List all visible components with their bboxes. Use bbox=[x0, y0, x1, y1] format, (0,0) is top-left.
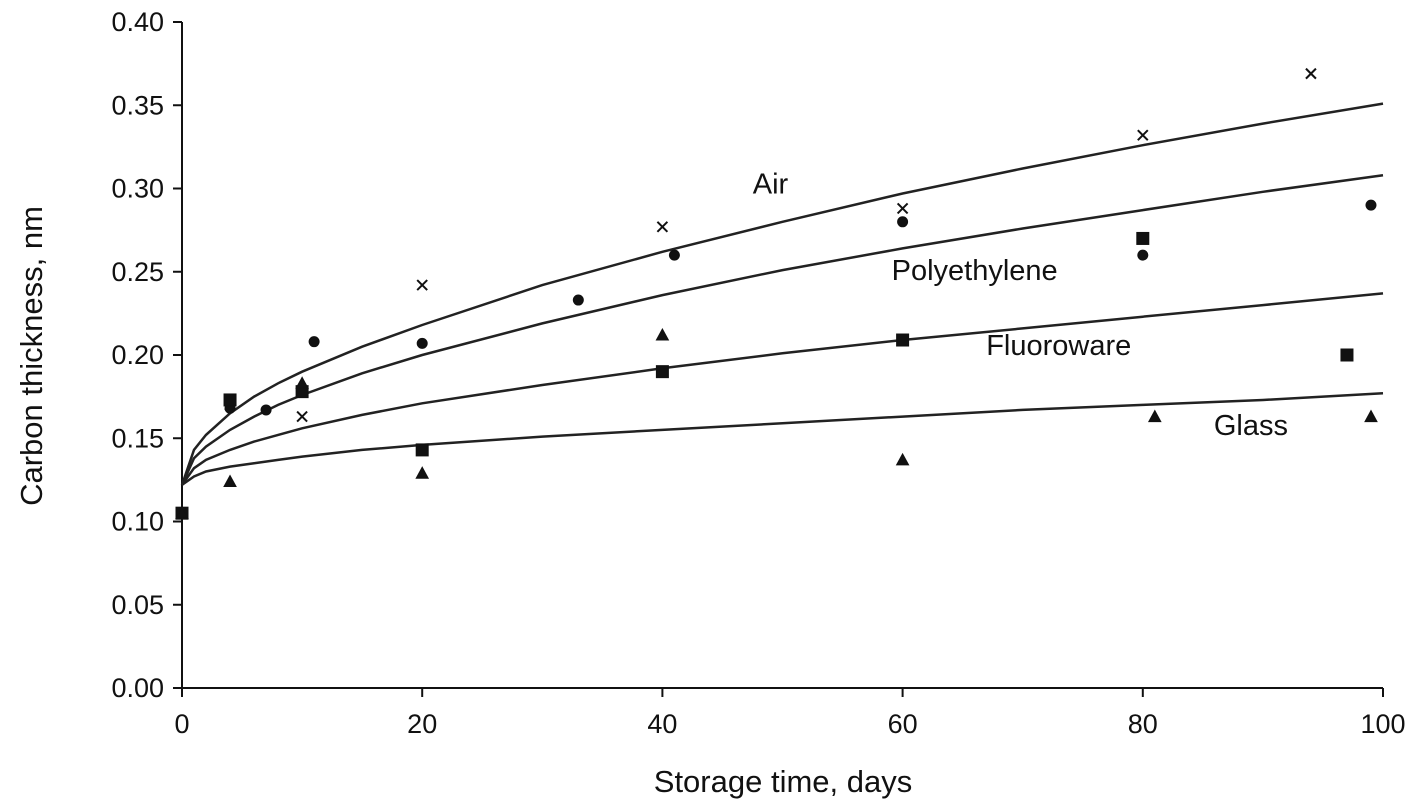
point-fluoroware-5 bbox=[896, 333, 910, 347]
point-polyethylene-7 bbox=[897, 216, 909, 228]
y-tick-label-0: 0.00 bbox=[111, 673, 164, 703]
point-polyethylene-5 bbox=[572, 294, 584, 306]
curve-labels: Air Polyethylene Fluoroware Glass bbox=[753, 168, 1288, 441]
point-glass-4 bbox=[655, 327, 670, 341]
point-polyethylene-4 bbox=[416, 337, 428, 349]
axes bbox=[181, 22, 1383, 689]
x-tick-label-4: 80 bbox=[1128, 709, 1158, 739]
point-air-3 bbox=[416, 279, 428, 291]
y-tick-label-1: 0.05 bbox=[111, 590, 164, 620]
x-tick-label-5: 100 bbox=[1360, 709, 1405, 739]
point-polyethylene-8 bbox=[1137, 249, 1149, 261]
point-fluoroware-7 bbox=[1340, 348, 1354, 362]
point-glass-3 bbox=[415, 466, 430, 479]
x-tick-label-1: 20 bbox=[407, 709, 437, 739]
point-fluoroware-3 bbox=[415, 443, 429, 457]
x-tick-label-2: 40 bbox=[647, 709, 677, 739]
y-tick-label-4: 0.20 bbox=[111, 340, 164, 370]
curve-label-air: Air bbox=[753, 168, 789, 200]
fit-curve-glass bbox=[181, 392, 1384, 486]
x-tick-label-3: 60 bbox=[888, 709, 918, 739]
point-air-2 bbox=[296, 410, 308, 423]
point-glass-6 bbox=[1147, 409, 1162, 423]
y-tick-label-5: 0.25 bbox=[111, 257, 164, 287]
y-tick-label-6: 0.30 bbox=[111, 174, 164, 204]
y-axis-title: Carbon thickness, nm bbox=[14, 206, 49, 506]
curve-label-polyethylene: Polyethylene bbox=[892, 255, 1058, 287]
y-tick-label-8: 0.40 bbox=[111, 7, 164, 37]
y-tick-label-3: 0.15 bbox=[111, 423, 164, 453]
fit-curve-air bbox=[180, 102, 1384, 486]
point-air-6 bbox=[1137, 129, 1149, 141]
point-air-7 bbox=[1305, 67, 1317, 80]
point-air-4 bbox=[656, 221, 669, 233]
point-polyethylene-2 bbox=[260, 404, 272, 416]
point-glass-0 bbox=[175, 506, 189, 519]
fit-curves bbox=[180, 102, 1384, 486]
fit-curve-polyethylene bbox=[180, 173, 1384, 486]
point-fluoroware-4 bbox=[655, 365, 669, 379]
x-tick-label-0: 0 bbox=[174, 709, 189, 739]
point-fluoroware-6 bbox=[1136, 231, 1150, 245]
data-points bbox=[175, 67, 1378, 520]
x-axis-title: Storage time, days bbox=[654, 764, 912, 799]
point-fluoroware-1 bbox=[223, 393, 237, 407]
point-glass-2 bbox=[295, 376, 309, 389]
point-air-5 bbox=[896, 202, 909, 215]
point-polyethylene-3 bbox=[308, 336, 320, 348]
point-glass-1 bbox=[223, 474, 237, 488]
y-tick-label-2: 0.10 bbox=[111, 507, 164, 537]
point-glass-5 bbox=[895, 452, 910, 466]
ticks: 0 20 40 60 80 100 0.00 0.05 0.10 0.15 0.20 0.25 0.30… bbox=[111, 7, 1405, 739]
point-glass-7 bbox=[1364, 409, 1378, 423]
fit-curve-fluoroware bbox=[180, 292, 1384, 486]
point-polyethylene-9 bbox=[1365, 199, 1377, 211]
curve-label-glass: Glass bbox=[1214, 410, 1288, 442]
curve-label-fluoroware: Fluoroware bbox=[986, 330, 1131, 362]
y-tick-label-7: 0.35 bbox=[111, 90, 164, 120]
point-polyethylene-6 bbox=[668, 249, 680, 261]
